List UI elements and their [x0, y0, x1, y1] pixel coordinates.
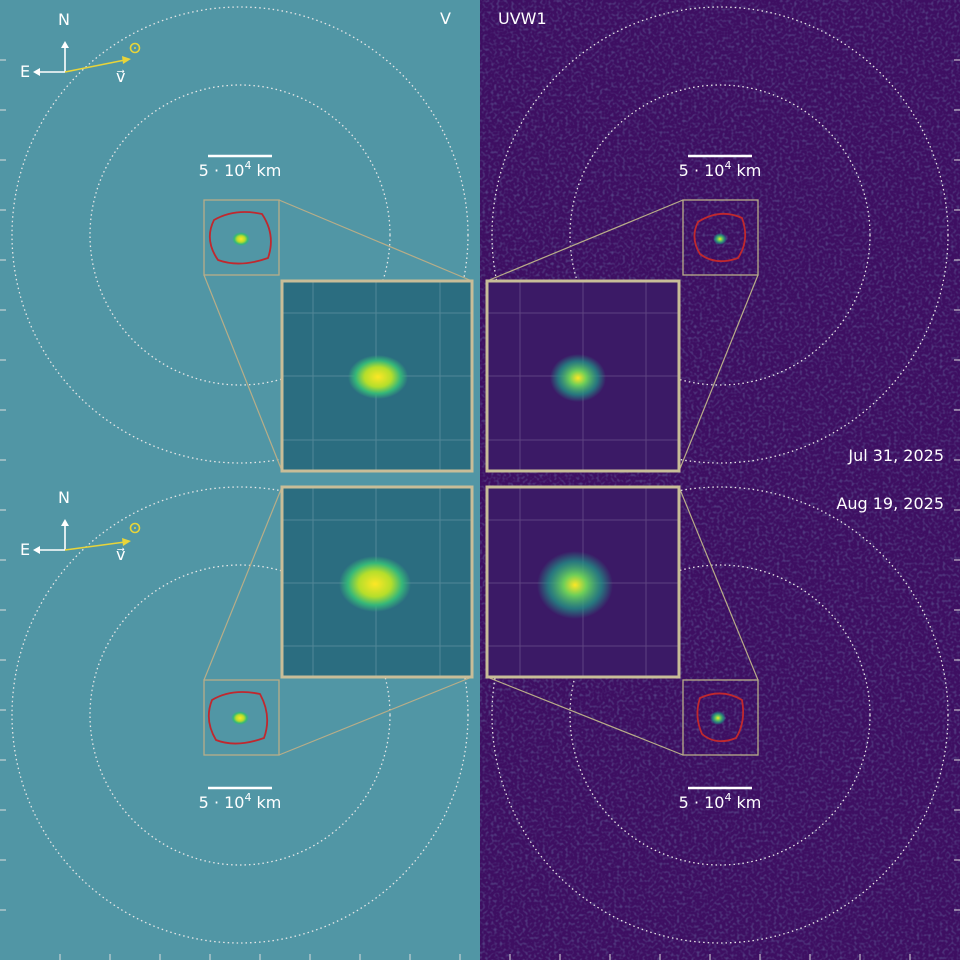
- filter-label: UVW1: [498, 9, 547, 28]
- connectors: [203, 199, 759, 756]
- source-cutouts: [203, 199, 759, 756]
- scale-label: 5 · 104 km: [199, 791, 282, 812]
- scale-unit: km: [256, 161, 281, 180]
- ticks: [0, 59, 960, 960]
- scale-exponent: 4: [244, 791, 251, 804]
- scale-exponent: 4: [724, 159, 731, 172]
- north-label: N: [58, 10, 70, 29]
- velocity-label: v⃗: [116, 545, 125, 564]
- scale-mantissa: 5 · 10: [679, 793, 725, 812]
- velocity-label: v⃗: [116, 67, 125, 86]
- filter-label: V: [440, 9, 451, 28]
- compass: N E v⃗: [20, 488, 141, 564]
- v-noise: [0, 0, 480, 960]
- uvw1-noise: [480, 0, 960, 960]
- scale-label: 5 · 104 km: [679, 791, 762, 812]
- scale-mantissa: 5 · 10: [199, 161, 245, 180]
- scale-exponent: 4: [724, 791, 731, 804]
- compass: N E v⃗: [20, 10, 141, 86]
- north-label: N: [58, 488, 70, 507]
- aperture-circles: [11, 6, 949, 944]
- scale-bars: 5 · 104 km 5 · 104 km5 · 104 km 5 · 104 km: [199, 154, 762, 812]
- zoom-insets: [280, 279, 681, 679]
- date-label: Aug 19, 2025: [836, 494, 944, 513]
- scale-label: 5 · 104 km: [679, 159, 762, 180]
- scale-unit: km: [256, 793, 281, 812]
- date-label: Jul 31, 2025: [847, 446, 944, 465]
- east-label: E: [20, 62, 30, 81]
- scale-unit: km: [736, 793, 761, 812]
- scale-label: 5 · 104 km: [199, 159, 282, 180]
- scale-unit: km: [736, 161, 761, 180]
- scale-mantissa: 5 · 10: [679, 161, 725, 180]
- scale-exponent: 4: [244, 159, 251, 172]
- scale-mantissa: 5 · 10: [199, 793, 245, 812]
- east-label: E: [20, 540, 30, 559]
